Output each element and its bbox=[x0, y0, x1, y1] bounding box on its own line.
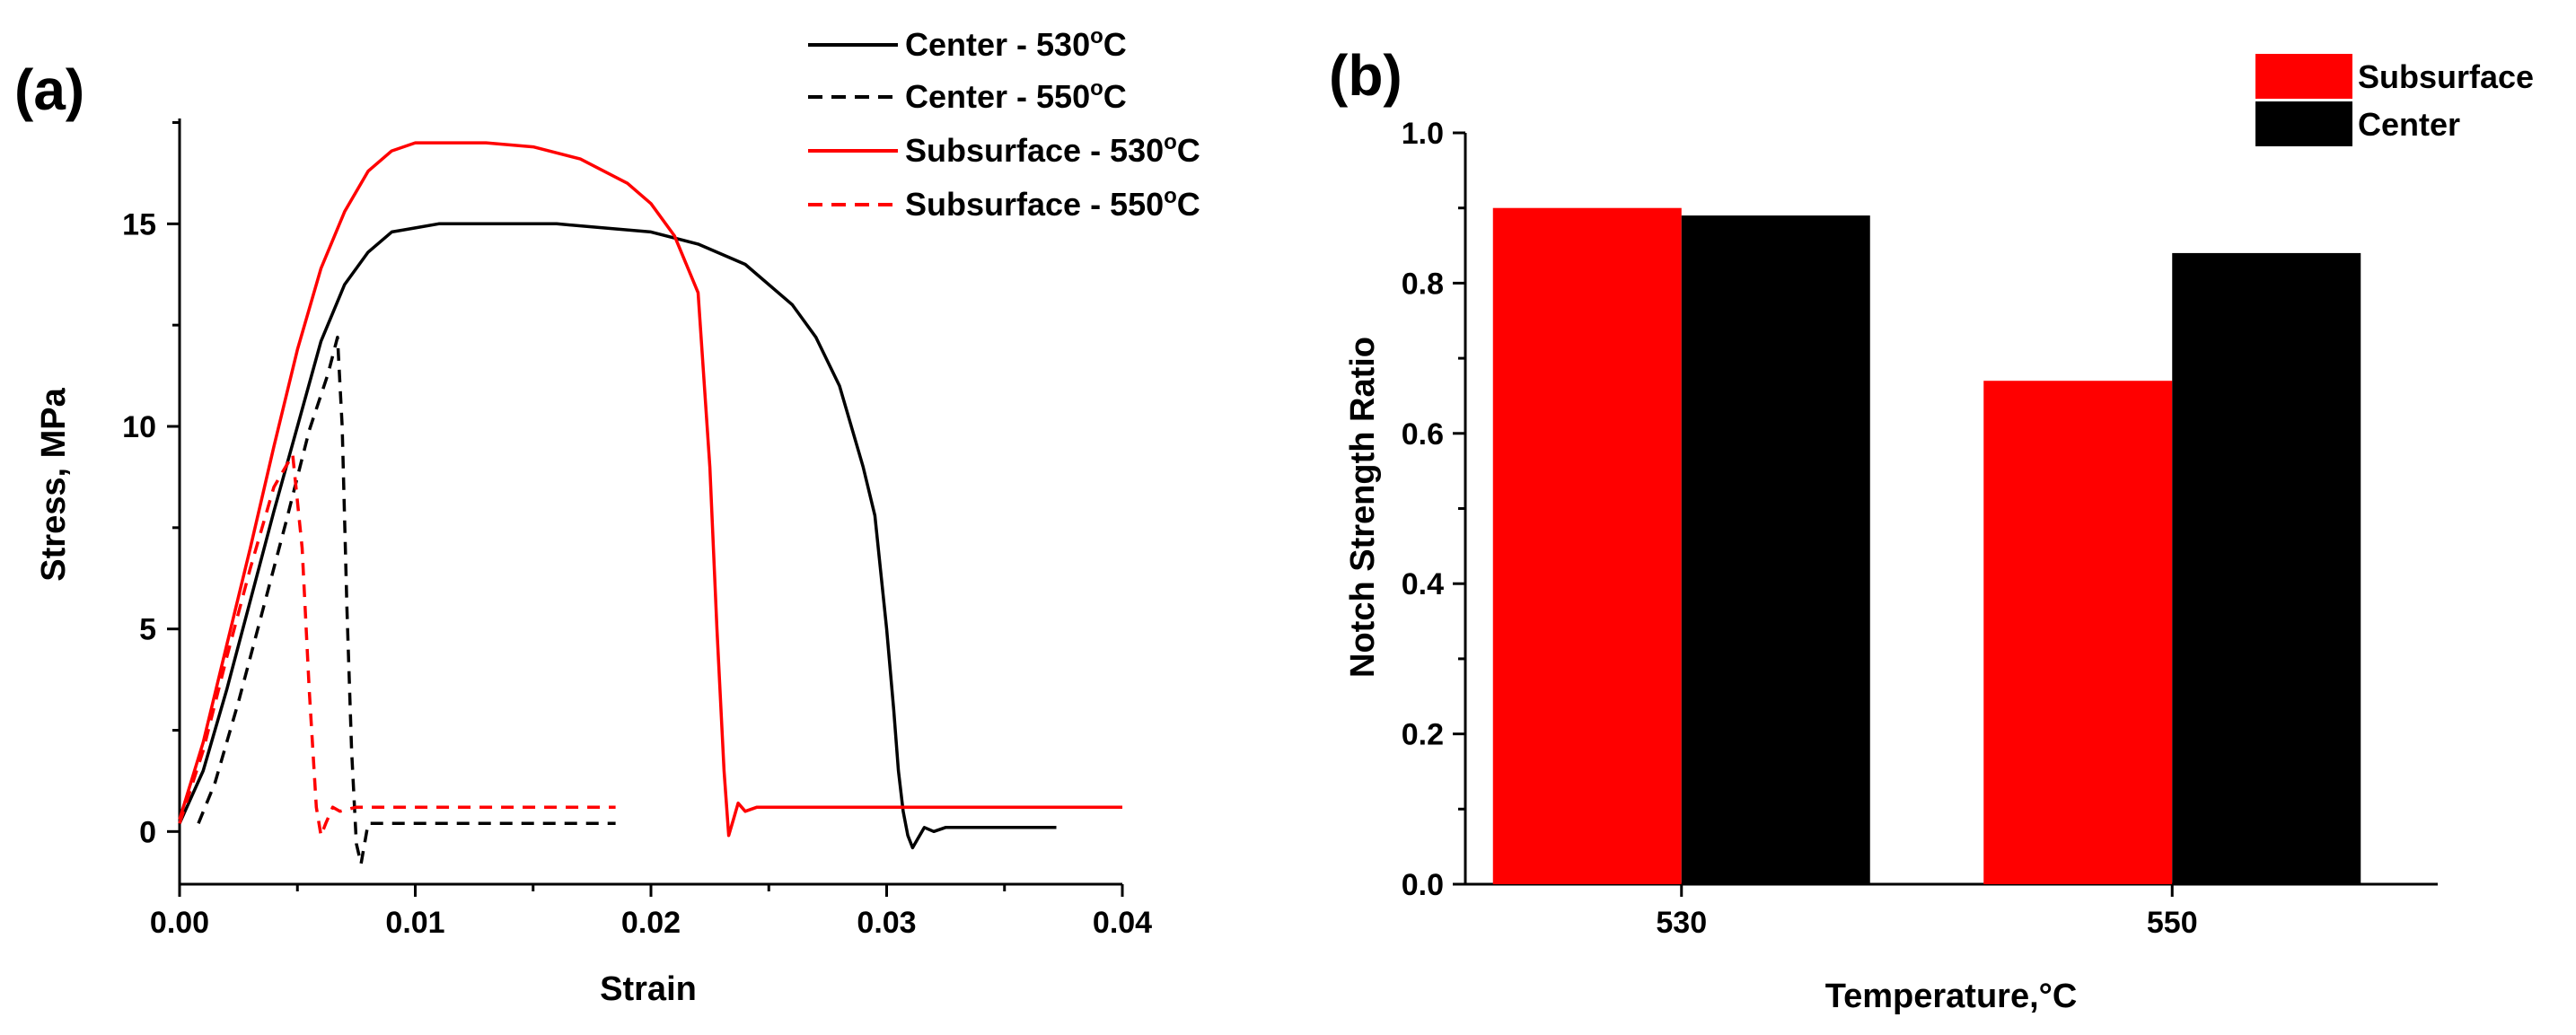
panel-a-legend-label-text: Subsurface - 530 bbox=[905, 132, 1164, 169]
panel-a-line-chart: (a) 0.00 0.01 0.02 0.03 0.04 0 5 10 15 Strain St… bbox=[14, 24, 1200, 1008]
panel-b-bar-subsurface-550 bbox=[1983, 381, 2173, 885]
panel-b-bars bbox=[1492, 207, 2361, 885]
panel-a-y-tick-label: 5 bbox=[139, 613, 156, 647]
panel-b-x-tick-label: 550 bbox=[2147, 906, 2198, 940]
panel-b-bar-subsurface-530 bbox=[1492, 207, 1682, 884]
panel-b-y-tick-label: 0.6 bbox=[1402, 417, 1444, 452]
panel-b-y-tick-label: 0.2 bbox=[1402, 718, 1444, 752]
panel-a-legend-unit: C bbox=[1103, 78, 1127, 115]
panel-a-y-tick-label: 10 bbox=[122, 410, 156, 444]
panel-b-bar-center-530 bbox=[1681, 215, 1870, 884]
panel-a-x-axis-title: Strain bbox=[600, 970, 697, 1008]
panel-a-legend-unit: C bbox=[1177, 132, 1200, 169]
panel-a-legend-label-1: Center - 550oC bbox=[905, 76, 1127, 115]
panel-a-series-line-0 bbox=[178, 222, 1057, 850]
panel-a-y-tick-label: 0 bbox=[139, 815, 156, 849]
panel-a-x-tick-label: 0.01 bbox=[385, 906, 444, 940]
panel-a-legend-label-0: Center - 530oC bbox=[905, 24, 1127, 63]
panel-b-y-tick-label: 0.8 bbox=[1402, 267, 1444, 301]
panel-a-legend-degree: o bbox=[1090, 24, 1103, 48]
panel-b-legend-label-0: Subsurface bbox=[2358, 58, 2534, 95]
panel-a-label: (a) bbox=[14, 57, 84, 122]
panel-b-legend-label-1: Center bbox=[2358, 106, 2460, 143]
panel-a-legend-label-3: Subsurface - 550oC bbox=[905, 184, 1200, 223]
panel-b-legend-swatch-0 bbox=[2255, 54, 2352, 99]
panel-a-legend-label-text: Center - 530 bbox=[905, 26, 1090, 63]
panel-a-legend-unit: C bbox=[1177, 186, 1200, 223]
panel-a-axes: 0.00 0.01 0.02 0.03 0.04 0 5 10 15 bbox=[122, 118, 1152, 940]
panel-b-bar-center-550 bbox=[2172, 252, 2361, 884]
panel-a-legend-label-text: Center - 550 bbox=[905, 78, 1090, 115]
panel-a-x-tick-label: 0.00 bbox=[150, 906, 209, 940]
panel-a-series-line-3 bbox=[178, 452, 616, 838]
panel-b-y-tick-label: 0.0 bbox=[1402, 868, 1444, 902]
panel-b-legend: Subsurface Center bbox=[2255, 54, 2534, 146]
panel-b-y-tick-label: 0.4 bbox=[1402, 567, 1444, 601]
panel-a-legend-label-2: Subsurface - 530oC bbox=[905, 130, 1200, 169]
panel-a-legend-unit: C bbox=[1103, 26, 1127, 63]
panel-a-legend-degree: o bbox=[1090, 76, 1103, 101]
panel-b-x-tick-label: 530 bbox=[1656, 906, 1707, 940]
panel-a-legend-degree: o bbox=[1164, 184, 1177, 208]
panel-b-y-axis-title: Notch Strength Ratio bbox=[1344, 337, 1382, 678]
panel-a-x-tick-label: 0.03 bbox=[857, 906, 916, 940]
panel-a-x-tick-label: 0.02 bbox=[621, 906, 681, 940]
panel-b-y-tick-label: 1.0 bbox=[1402, 117, 1444, 151]
panel-b-x-axis-title: Temperature,°C bbox=[1825, 978, 2078, 1015]
panel-a-series bbox=[178, 141, 1122, 866]
panel-a-y-tick-label: 15 bbox=[122, 207, 156, 241]
panel-a-series-line-1 bbox=[197, 335, 616, 866]
panel-a-x-tick-label: 0.04 bbox=[1093, 906, 1152, 940]
panel-a-legend-label-text: Subsurface - 550 bbox=[905, 186, 1164, 223]
panel-a-legend-degree: o bbox=[1164, 130, 1177, 154]
panel-a-series-line-2 bbox=[178, 141, 1122, 838]
panel-b-label: (b) bbox=[1329, 43, 1402, 108]
panel-a-y-axis-title: Stress, MPa bbox=[35, 387, 73, 581]
panel-b-legend-swatch-1 bbox=[2255, 101, 2352, 146]
panel-b-bar-chart: (b) 0.0 0.2 0.4 0.6 0.8 1.0 530 550 Temperature… bbox=[1329, 43, 2534, 1015]
